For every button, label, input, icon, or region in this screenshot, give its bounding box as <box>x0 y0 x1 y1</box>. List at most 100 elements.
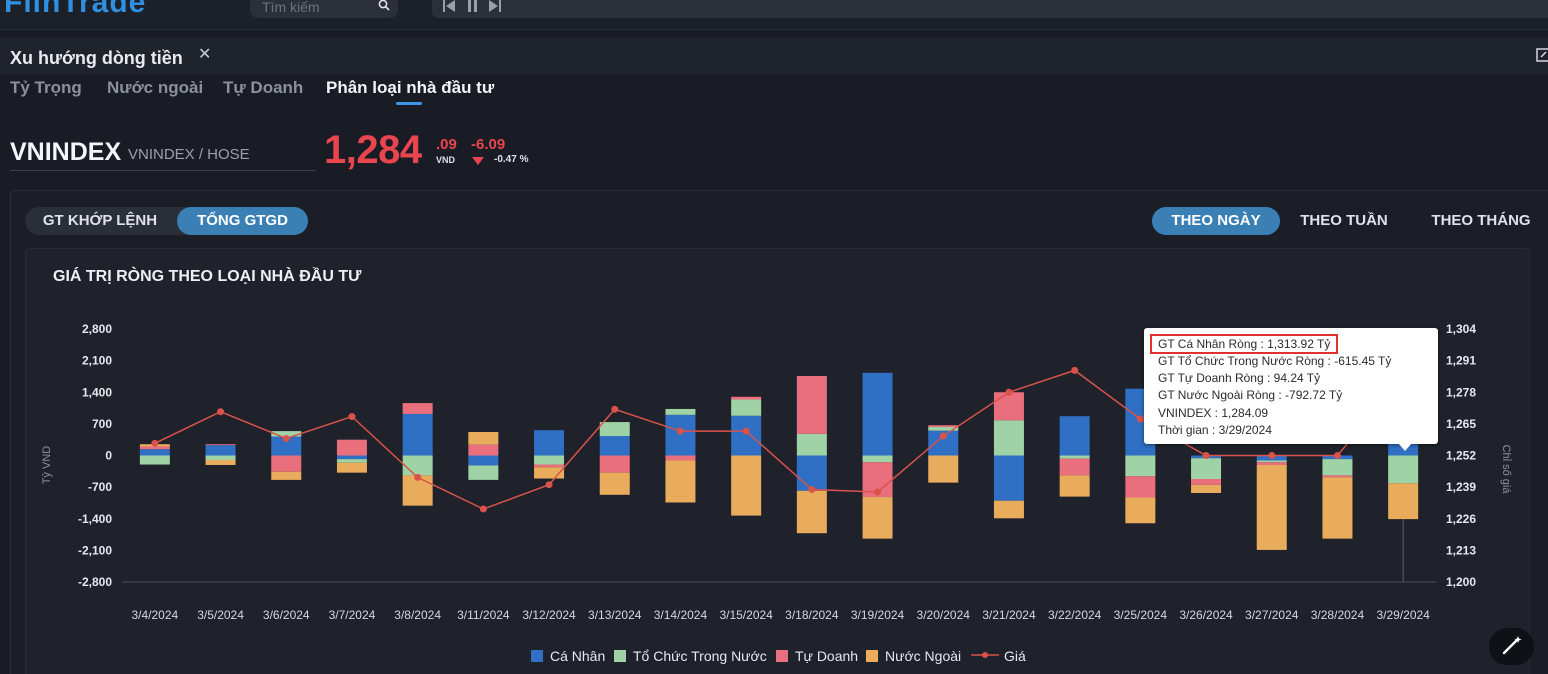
bar-to-chuc-trong-nuoc <box>1388 455 1419 484</box>
x-tick-label: 3/20/2024 <box>917 608 971 622</box>
bar-tu-doanh <box>993 392 1024 421</box>
bar-ca-nhan <box>731 415 762 456</box>
legend-label-gia: Giá <box>1004 648 1026 664</box>
price-point <box>1005 388 1013 396</box>
tooltip-row-nuoc-ngoai: GT Nước Ngoài Ròng : -792.72 Tỷ <box>1158 388 1343 403</box>
price-point <box>1202 452 1210 459</box>
theo-thang-button[interactable]: THEO THÁNG <box>1431 212 1531 229</box>
x-tick-label: 3/11/2024 <box>457 608 510 622</box>
y2-tick-label: 1,213 <box>1446 543 1476 557</box>
bar-to-chuc-trong-nuoc <box>205 455 236 461</box>
bar-ca-nhan <box>599 436 630 456</box>
tong-gtgd-button[interactable]: TỔNG GTGD <box>177 207 308 235</box>
bar-ca-nhan <box>665 414 696 456</box>
gt-khop-lenh-button[interactable]: GT KHỚP LỆNH <box>42 212 158 229</box>
triangle-down-icon <box>472 157 484 165</box>
bar-nuoc-ngoai <box>534 467 565 479</box>
tab-nuoc-ngoai[interactable]: Nước ngoài <box>107 78 204 97</box>
bar-tu-doanh <box>534 464 565 468</box>
close-icon[interactable]: ✕ <box>198 46 212 63</box>
bar-to-chuc-trong-nuoc <box>1256 460 1287 463</box>
x-tick-label: 3/7/2024 <box>329 608 376 622</box>
y-tick-label: 1,400 <box>82 385 112 399</box>
price-point <box>1136 415 1144 423</box>
bar-tu-doanh <box>271 455 302 472</box>
x-tick-label: 3/29/2024 <box>1376 608 1430 622</box>
price-point <box>151 439 159 447</box>
y2-tick-label: 1,291 <box>1446 354 1476 368</box>
theo-tuan-button[interactable]: THEO TUẦN <box>1300 212 1388 229</box>
y-tick-label: 2,100 <box>82 354 112 368</box>
bar-ca-nhan <box>796 455 827 491</box>
magic-wand-button[interactable] <box>1489 628 1534 665</box>
legend-swatch-tu-doanh <box>776 650 788 662</box>
search-box[interactable] <box>250 0 398 18</box>
tab-phan-loai-nha-dau-tu[interactable]: Phân loại nhà đầu tư <box>326 78 495 97</box>
bar-tu-doanh <box>796 375 827 434</box>
bar-tu-doanh <box>1256 462 1287 465</box>
index-price-decimal: .09 <box>436 136 457 153</box>
skip-back-icon[interactable] <box>442 0 456 13</box>
tab-tu-doanh[interactable]: Tự Doanh <box>223 78 304 97</box>
skip-forward-icon[interactable] <box>488 0 502 13</box>
bar-ca-nhan <box>468 455 499 466</box>
tab-ty-trong[interactable]: Tỷ Trọng <box>10 78 82 97</box>
price-point <box>1333 452 1341 459</box>
bar-ca-nhan <box>402 413 433 456</box>
bar-tu-doanh <box>665 455 696 461</box>
price-point <box>348 413 356 421</box>
tooltip-arrow <box>1398 443 1412 451</box>
search-icon[interactable] <box>378 0 390 11</box>
active-tab-indicator <box>396 102 422 105</box>
legend-label-ca-nhan: Cá Nhân <box>550 648 605 664</box>
pause-icon[interactable] <box>466 0 480 13</box>
x-tick-label: 3/14/2024 <box>654 608 708 622</box>
bar-to-chuc-trong-nuoc <box>1125 455 1156 477</box>
chart-tooltip: GT Cá Nhân Ròng : 1,313.92 Tỷ GT Tổ Chức… <box>1144 328 1438 444</box>
x-tick-label: 3/12/2024 <box>522 608 576 622</box>
x-tick-label: 3/15/2024 <box>719 608 773 622</box>
theo-ngay-button[interactable]: THEO NGÀY <box>1152 207 1280 235</box>
bar-tu-doanh <box>1191 478 1222 485</box>
y2-axis-title: Chỉ số giá <box>1500 445 1512 495</box>
bar-to-chuc-trong-nuoc <box>1059 455 1090 459</box>
legend-swatch-gia-dot <box>982 652 988 658</box>
price-point <box>676 427 684 435</box>
legend-swatch-to-chuc-trong-nuoc <box>614 650 626 662</box>
widget-title: Xu hướng dòng tiền <box>10 48 183 68</box>
bar-to-chuc-trong-nuoc <box>1191 458 1222 479</box>
bar-to-chuc-trong-nuoc <box>796 433 827 456</box>
bar-ca-nhan <box>862 372 893 456</box>
index-name: VNINDEX <box>10 138 122 166</box>
media-controls <box>432 0 1548 18</box>
bar-tu-doanh <box>139 446 170 450</box>
y2-tick-label: 1,226 <box>1446 512 1476 526</box>
bar-ca-nhan <box>534 430 565 456</box>
y2-tick-label: 1,265 <box>1446 417 1476 431</box>
expand-icon[interactable] <box>1536 48 1548 62</box>
y-tick-label: 700 <box>92 417 112 431</box>
price-point <box>1071 366 1079 374</box>
price-point <box>282 434 290 442</box>
bar-tu-doanh <box>928 425 959 428</box>
bar-nuoc-ngoai <box>928 455 959 483</box>
y2-tick-label: 1,304 <box>1446 322 1476 336</box>
index-exchange: VNINDEX / HOSE <box>128 146 250 163</box>
bar-tu-doanh <box>1322 475 1353 478</box>
tooltip-row-to-chuc: GT Tổ Chức Trong Nước Ròng : -615.45 Tỷ <box>1158 354 1392 368</box>
bar-ca-nhan <box>1059 416 1090 456</box>
tooltip-row-ca-nhan: GT Cá Nhân Ròng : 1,313.92 Tỷ <box>1150 334 1339 354</box>
bar-nuoc-ngoai <box>1322 477 1353 539</box>
app-logo[interactable]: FiinTrade <box>4 0 147 19</box>
y-tick-label: -2,100 <box>78 543 112 557</box>
price-point <box>479 505 487 513</box>
price-point <box>545 481 553 489</box>
search-input[interactable] <box>262 0 372 18</box>
price-point <box>939 432 947 440</box>
bar-ca-nhan <box>993 455 1024 501</box>
bar-to-chuc-trong-nuoc <box>139 455 170 465</box>
bar-ca-nhan <box>205 445 236 456</box>
y2-tick-label: 1,239 <box>1446 480 1476 494</box>
legend-swatch-nuoc-ngoai <box>866 650 878 662</box>
